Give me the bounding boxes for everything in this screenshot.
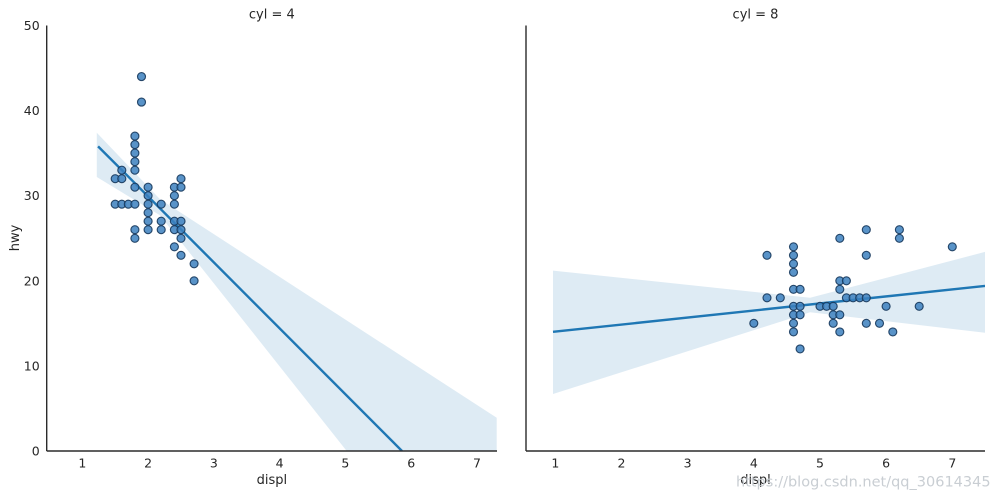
- x-tick-label: 3: [684, 456, 692, 471]
- scatter-point: [788, 318, 799, 328]
- scatter-point: [749, 318, 759, 328]
- watermark-text: https://blog.csdn.net/qq_30614345: [736, 475, 991, 491]
- x-tick-label: 5: [816, 456, 824, 471]
- scatter-point: [156, 225, 166, 235]
- scatter-point: [169, 191, 179, 201]
- scatter-point: [828, 318, 838, 328]
- y-tick-label: 10: [24, 358, 40, 373]
- confidence-band: [553, 251, 985, 394]
- scatter-point: [762, 293, 772, 303]
- regression-line: [552, 284, 985, 334]
- scatter-point: [176, 250, 186, 260]
- y-tick-label: 50: [24, 18, 40, 33]
- scatter-point: [788, 327, 799, 337]
- scatter-point: [874, 318, 885, 328]
- scatter-point: [169, 199, 179, 209]
- scatter-point: [835, 327, 845, 337]
- scatter-point: [143, 182, 153, 192]
- x-tick-label: 1: [551, 456, 559, 471]
- scatter-point: [894, 233, 904, 243]
- scatter-point: [795, 301, 805, 311]
- scatter-point: [176, 174, 186, 184]
- scatter-point: [130, 233, 140, 243]
- scatter-point: [189, 276, 199, 286]
- x-axis-label: displ: [740, 473, 771, 488]
- y-tick-label: 30: [24, 188, 40, 203]
- scatter-point: [835, 284, 845, 294]
- scatter-point: [888, 327, 898, 337]
- scatter-point: [775, 293, 785, 303]
- scatter-point: [130, 182, 140, 192]
- scatter-point: [117, 174, 127, 184]
- confidence-band: [96, 132, 497, 451]
- scatter-point: [914, 301, 924, 311]
- scatter-point: [835, 310, 845, 320]
- y-tick-label: 20: [24, 273, 40, 288]
- x-tick-label: 4: [750, 456, 758, 471]
- scatter-point: [861, 225, 871, 235]
- scatter-point: [130, 225, 140, 235]
- scatter-point: [176, 182, 186, 192]
- facet-title: cyl = 4: [249, 8, 295, 23]
- scatter-point: [156, 199, 166, 209]
- x-tick-label: 1: [78, 456, 86, 471]
- scatter-point: [795, 284, 805, 294]
- scatter-point: [130, 165, 140, 175]
- scatter-point: [143, 216, 153, 226]
- scatter-point: [169, 242, 179, 252]
- scatter-point: [189, 259, 199, 269]
- facet-title: cyl = 8: [733, 8, 779, 23]
- scatter-point: [130, 148, 140, 158]
- scatter-point: [762, 250, 772, 260]
- scatter-point: [947, 242, 957, 252]
- x-tick-label: 7: [948, 456, 956, 471]
- scatter-point: [143, 208, 153, 218]
- scatter-point: [176, 233, 186, 243]
- scatter-point: [130, 131, 140, 141]
- y-tick-label: 0: [32, 444, 40, 459]
- scatter-point: [788, 267, 799, 277]
- scatter-point: [130, 199, 140, 209]
- scatter-point: [795, 344, 805, 354]
- scatter-point: [788, 259, 799, 269]
- scatter-point: [894, 225, 904, 235]
- scatter-point: [861, 318, 871, 328]
- scatter-point: [795, 310, 805, 320]
- x-tick-label: 3: [210, 456, 218, 471]
- x-tick-label: 2: [144, 456, 152, 471]
- scatter-point: [143, 191, 153, 201]
- facet-panel: 1 2 3 4 5 6 7 0 10 20 30 40 50 cyl = 4 displ hwy: [8, 8, 497, 488]
- scatter-point: [136, 97, 147, 107]
- x-tick-label: 6: [882, 456, 890, 471]
- scatter-point: [861, 250, 871, 260]
- scatter-point: [156, 216, 166, 226]
- scatter-point: [176, 225, 186, 235]
- scatter-point: [136, 72, 147, 82]
- scatter-point: [828, 301, 838, 311]
- scatter-point: [881, 301, 891, 311]
- x-tick-label: 6: [407, 456, 415, 471]
- x-tick-label: 5: [341, 456, 349, 471]
- scatter-point: [788, 242, 799, 252]
- regression-line: [97, 145, 403, 451]
- scatter-point: [176, 216, 186, 226]
- scatter-point: [143, 225, 153, 235]
- y-tick-label: 40: [24, 103, 40, 118]
- scatter-point: [130, 140, 140, 150]
- scatter-point: [130, 157, 140, 167]
- x-tick-label: 2: [618, 456, 626, 471]
- y-axis-label: hwy: [8, 224, 23, 251]
- scatter-point: [841, 276, 851, 286]
- x-axis-label: displ: [257, 473, 288, 488]
- facet-panel: 1 2 3 4 5 6 7 cyl = 8 displ: [525, 8, 985, 488]
- scatter-point: [861, 293, 871, 303]
- scatter-point: [117, 165, 127, 175]
- scatter-point: [835, 233, 845, 243]
- scatter-point: [788, 250, 799, 260]
- x-tick-label: 7: [473, 456, 481, 471]
- x-tick-label: 4: [276, 456, 284, 471]
- scatter-point: [143, 199, 153, 209]
